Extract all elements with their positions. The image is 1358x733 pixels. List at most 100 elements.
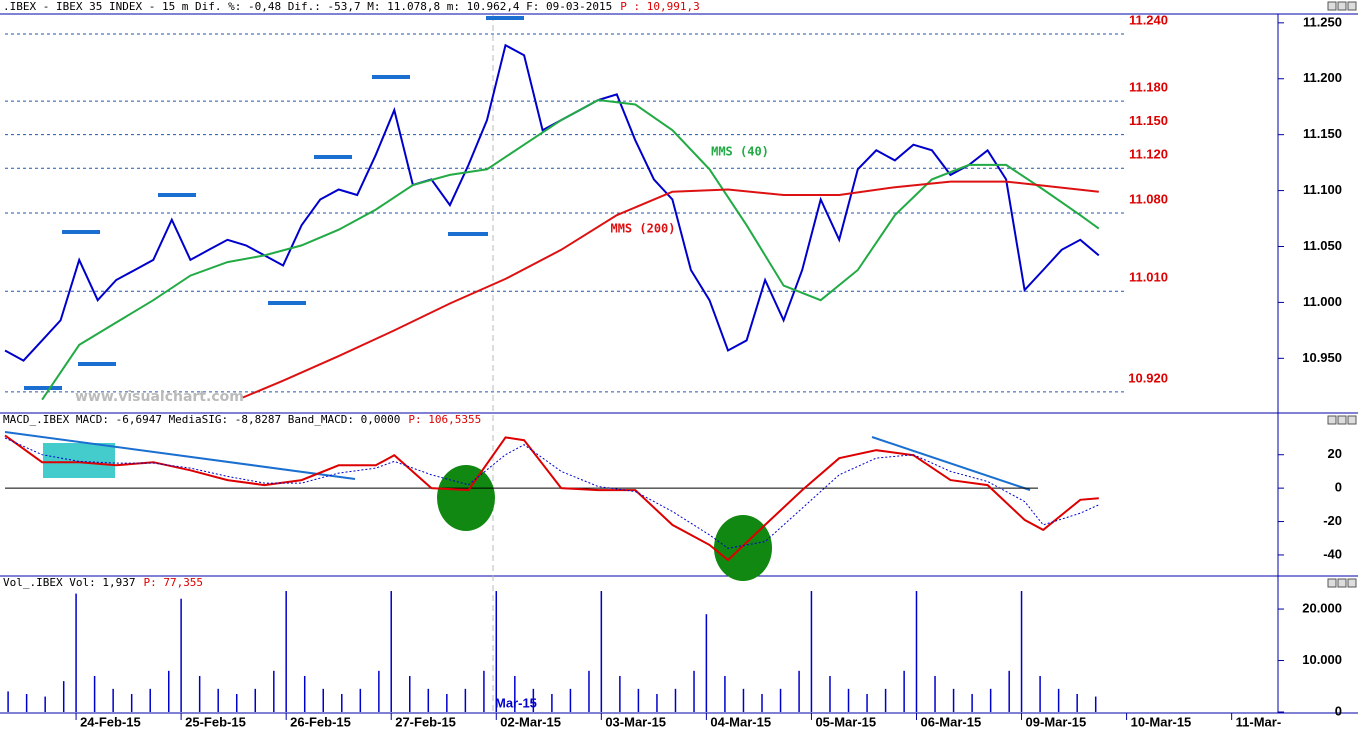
- volume-bar: [915, 591, 918, 712]
- volume-bar: [378, 670, 380, 712]
- y-tick-label: 0: [1335, 480, 1342, 495]
- y-tick-label: 11.100: [1303, 182, 1342, 197]
- button[interactable]: [1337, 1, 1347, 11]
- volume-bar: [7, 691, 9, 712]
- plot-layer: .IBEX - IBEX 35 INDEX - 15 m Dif. %: -0,…: [3, 0, 1342, 729]
- volume-bar: [866, 693, 868, 712]
- volume-bar: [514, 675, 516, 712]
- volume-bar: [798, 670, 800, 712]
- volume-bar: [693, 670, 695, 712]
- x-tick-label: 10-Mar-15: [1131, 714, 1192, 729]
- y-tick-label: 20: [1328, 446, 1342, 461]
- highlight-circle: [437, 465, 495, 531]
- volume-bar: [532, 688, 535, 712]
- x-tick-label: 09-Mar-15: [1026, 714, 1087, 729]
- panel-header-price: P: 106,5355: [408, 413, 481, 426]
- level-label: 11.010: [1129, 270, 1168, 285]
- volume-bar: [427, 688, 430, 712]
- volume-bar: [341, 693, 343, 712]
- volume-bar: [112, 688, 114, 712]
- trend-line: [871, 436, 1031, 491]
- volume-bar: [1076, 693, 1078, 712]
- volume-bar: [761, 693, 763, 712]
- y-tick-label: -20: [1323, 513, 1342, 528]
- level-label: 10.920: [1128, 370, 1168, 385]
- panel-header: MACD_.IBEX MACD: -6,6947 MediaSIG: -8,82…: [3, 413, 400, 426]
- y-tick-label: 11.000: [1303, 294, 1342, 309]
- volume-bar: [903, 670, 905, 712]
- level-label: 11.150: [1129, 113, 1168, 128]
- markers: [24, 16, 524, 390]
- series-label: MMS (200): [610, 222, 675, 236]
- volume-bar: [551, 693, 553, 712]
- series-label: MMS (40): [711, 145, 769, 159]
- button[interactable]: [1327, 578, 1337, 588]
- volume-bar: [989, 688, 992, 712]
- button[interactable]: [1347, 1, 1357, 11]
- volume-bar: [1020, 591, 1023, 712]
- volume-bar: [180, 598, 182, 712]
- volume-bar: [130, 693, 133, 712]
- volume-bar: [674, 688, 677, 712]
- volume-bar: [637, 688, 640, 712]
- button[interactable]: [1347, 578, 1357, 588]
- trend-line: [4, 431, 356, 480]
- button[interactable]: [1337, 578, 1347, 588]
- panel-header: .IBEX - IBEX 35 INDEX - 15 m Dif. %: -0,…: [3, 0, 612, 13]
- y-tick-label: 11.050: [1303, 238, 1342, 253]
- x-tick-label: 03-Mar-15: [605, 714, 666, 729]
- series-line: [242, 180, 1099, 399]
- volume-bar: [303, 675, 306, 712]
- volume-bar: [619, 675, 621, 712]
- volume-bar: [322, 688, 324, 712]
- volume-bar: [742, 688, 745, 712]
- button[interactable]: [1327, 415, 1337, 425]
- x-tick-label: 05-Mar-15: [815, 714, 876, 729]
- level-label: 11.080: [1129, 191, 1168, 206]
- volume-bar: [359, 688, 362, 712]
- volume-bar: [483, 670, 485, 712]
- annotation: Mar-15: [495, 695, 537, 710]
- x-tick-label: 24-Feb-15: [80, 714, 141, 729]
- volume-bar: [810, 591, 813, 712]
- volume-bar: [198, 675, 201, 712]
- volume-bar: [495, 591, 498, 712]
- volume-bar: [285, 591, 287, 712]
- volume-bar: [390, 591, 392, 712]
- button[interactable]: [1337, 415, 1347, 425]
- panel-header-price: P: 77,355: [143, 576, 203, 589]
- series-line: [4, 434, 1099, 562]
- volume-bar: [464, 688, 467, 712]
- y-tick-label: 11.250: [1303, 14, 1342, 29]
- highlight-circle: [714, 515, 772, 581]
- watermark: www.visualchart.com: [75, 389, 244, 405]
- volume-bar: [779, 688, 782, 712]
- button[interactable]: [1327, 1, 1337, 11]
- volume-bar: [847, 688, 850, 712]
- y-tick-label: 10.950: [1302, 350, 1342, 365]
- y-tick-label: 0: [1335, 703, 1342, 718]
- y-tick-label: 20.000: [1302, 600, 1342, 615]
- volume-bar: [1057, 688, 1060, 712]
- volume-bar: [217, 688, 219, 712]
- x-tick-label: 27-Feb-15: [395, 714, 456, 729]
- volume-bar: [952, 688, 955, 712]
- volume-bar: [1008, 670, 1010, 712]
- panel-header-price: P : 10,991,3: [620, 0, 699, 13]
- volume-bar: [971, 693, 973, 712]
- volume-bar: [829, 675, 831, 712]
- volume-bar: [254, 688, 257, 712]
- x-tick-label: 11-Mar-: [1236, 714, 1282, 729]
- volume-bar: [724, 675, 726, 712]
- panel-header: Vol_.IBEX Vol: 1,937: [3, 576, 135, 589]
- volume-bar: [235, 693, 238, 712]
- level-label: 11.240: [1129, 12, 1168, 27]
- x-tick-label: 02-Mar-15: [500, 714, 561, 729]
- button[interactable]: [1347, 415, 1357, 425]
- y-tick-label: 10.000: [1302, 652, 1342, 667]
- y-tick-label: -40: [1323, 546, 1342, 561]
- volume-bar: [934, 675, 936, 712]
- x-tick-label: 06-Mar-15: [920, 714, 981, 729]
